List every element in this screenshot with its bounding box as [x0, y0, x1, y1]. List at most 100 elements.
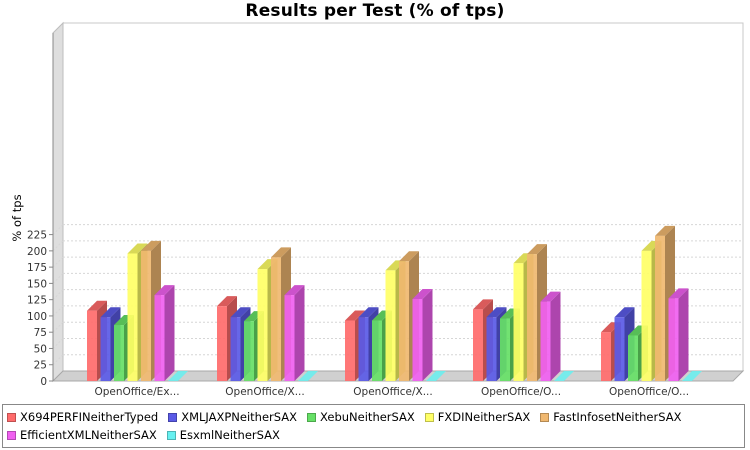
bar-front — [473, 309, 483, 381]
bar-front — [614, 317, 625, 381]
legend-label: FXDINeitherSAX — [437, 410, 531, 424]
bar-top — [100, 307, 121, 318]
legend-swatch — [7, 412, 16, 422]
bar-top — [614, 307, 635, 318]
legend-item: EsxmlNeitherSAX — [166, 426, 280, 444]
bar-top — [217, 296, 237, 307]
bar — [668, 288, 689, 381]
bar-front — [87, 310, 97, 381]
bar-front — [540, 301, 551, 381]
y-tick-label: 75 — [34, 327, 47, 339]
legend-label: FastInfosetNeitherSAX — [553, 410, 682, 424]
bar-top — [412, 289, 433, 300]
x-tick-label: OpenOffice/X... — [353, 386, 432, 398]
y-tick-label: 150 — [27, 278, 47, 290]
bar-top — [473, 299, 493, 310]
bar-side — [550, 291, 561, 381]
y-tick-label: 225 — [27, 230, 47, 242]
bar — [412, 289, 433, 381]
legend-item: FastInfosetNeitherSAX — [540, 408, 681, 426]
bar-front — [486, 317, 497, 381]
x-tick-label: OpenOffice/Ex... — [94, 386, 179, 398]
bar — [554, 371, 574, 381]
bar — [426, 371, 446, 381]
bar-front — [271, 257, 281, 381]
legend-label: X694PERFINeitherTyped — [20, 410, 159, 424]
bar-front — [230, 317, 241, 381]
legend-swatch — [168, 412, 178, 422]
y-tick-label: 0 — [40, 376, 47, 388]
y-tick-label: 175 — [27, 262, 47, 274]
bar-front — [257, 269, 268, 381]
bar-front — [385, 270, 396, 381]
bar-top — [284, 285, 305, 296]
bar-top — [554, 371, 574, 381]
bar-front — [655, 235, 665, 381]
bar-front — [345, 320, 355, 381]
bar-front — [500, 318, 510, 381]
bars — [87, 225, 702, 381]
y-tick-label: 200 — [27, 246, 47, 258]
bar-top — [168, 371, 188, 381]
bar-front — [244, 321, 254, 381]
bar-top — [127, 243, 148, 254]
bar-top — [399, 251, 419, 262]
bar-top — [486, 307, 507, 318]
bar-top — [540, 291, 561, 302]
legend-label: EfficientXMLNeitherSAX — [20, 428, 157, 442]
bar — [682, 371, 702, 381]
legend-swatch — [307, 412, 317, 422]
y-axis: 0 25 50 75 100 125 150 175 200 225 — [27, 33, 54, 388]
legend: X694PERFINeitherTyped XMLJAXPNeitherSAX Xe… — [2, 404, 745, 448]
bar-front — [127, 253, 138, 381]
bar-top — [527, 244, 547, 255]
bar-top — [358, 307, 379, 318]
bar-front — [668, 298, 679, 381]
bar-side — [164, 285, 175, 381]
y-tick-label: 50 — [34, 343, 47, 355]
plot-background — [51, 21, 745, 383]
y-axis-title: % of tps — [10, 194, 24, 241]
x-tick-label: OpenOffice/O... — [481, 386, 561, 398]
bar-front — [284, 295, 295, 381]
legend-label: EsxmlNeitherSAX — [179, 428, 280, 442]
legend-item: EfficientXMLNeitherSAX — [7, 426, 157, 444]
legend-item: XebuNeitherSAX — [307, 408, 415, 426]
bar-front — [372, 320, 382, 381]
bar-front — [358, 317, 369, 381]
bar-top — [141, 240, 161, 251]
bar-top — [426, 371, 446, 381]
legend-item: X694PERFINeitherTyped — [7, 408, 158, 426]
bar-front — [217, 306, 227, 381]
bar-top — [655, 225, 675, 236]
bar-top — [87, 300, 107, 311]
bar-front — [114, 325, 124, 381]
bar-front — [641, 250, 652, 381]
bar — [284, 285, 305, 381]
bar-chart: 0 25 50 75 100 125 150 175 200 225 OpenOffice/Ex.… — [10, 21, 745, 398]
legend-item: FXDINeitherSAX — [424, 408, 531, 426]
bar-front — [527, 254, 537, 381]
bar-side — [678, 288, 689, 381]
legend-label: XMLJAXPNeitherSAX — [181, 410, 298, 424]
bar-top — [230, 307, 251, 318]
bar — [154, 285, 175, 381]
bar-side — [422, 289, 433, 381]
bar-front — [513, 263, 524, 381]
bar-side — [294, 285, 305, 381]
legend-swatch — [424, 412, 434, 422]
bar-front — [154, 295, 165, 381]
legend-item: XMLJAXPNeitherSAX — [168, 408, 297, 426]
legend-swatch — [540, 412, 550, 422]
bar-top — [345, 310, 365, 321]
y-tick-label: 125 — [27, 295, 47, 307]
left-wall — [52, 21, 64, 383]
x-tick-label: OpenOffice/X... — [225, 386, 304, 398]
bar-front — [100, 317, 111, 381]
bar-front — [141, 250, 151, 381]
bar — [168, 371, 188, 381]
bar-top — [682, 371, 702, 381]
bar-top — [668, 288, 689, 299]
bar-front — [399, 261, 409, 381]
bar — [298, 371, 318, 381]
